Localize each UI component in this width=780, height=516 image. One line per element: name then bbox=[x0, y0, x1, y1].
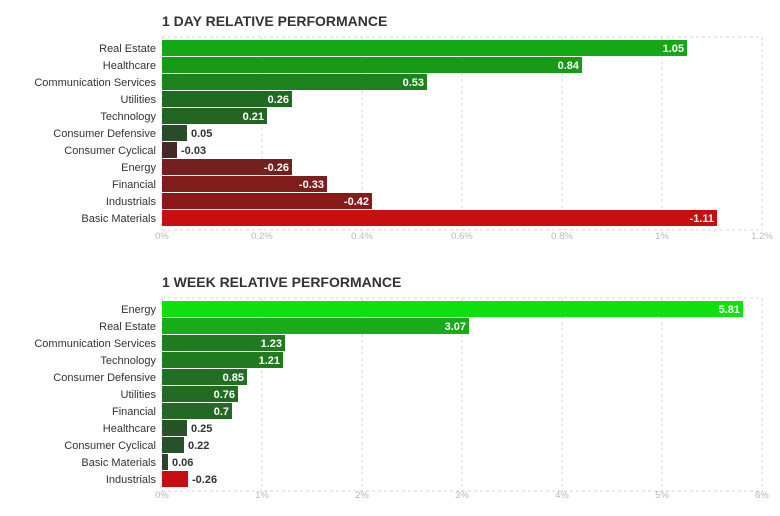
x-tick-label: 0% bbox=[155, 490, 169, 501]
day-bar[interactable] bbox=[162, 142, 177, 158]
week-bar[interactable] bbox=[162, 454, 168, 470]
week-bar[interactable] bbox=[162, 437, 184, 453]
value-label: 0.06 bbox=[172, 457, 193, 469]
value-label: 0.21 bbox=[243, 111, 264, 123]
value-label: -0.26 bbox=[264, 162, 289, 174]
value-label: -0.33 bbox=[299, 179, 324, 191]
x-tick-label: 0.4% bbox=[351, 231, 373, 242]
x-tick-label: 0.6% bbox=[451, 231, 473, 242]
value-label: 5.81 bbox=[719, 304, 740, 316]
x-tick-label: 0.2% bbox=[251, 231, 273, 242]
category-label: Consumer Defensive bbox=[53, 372, 156, 384]
category-label: Energy bbox=[121, 162, 156, 174]
day-bar[interactable] bbox=[162, 40, 687, 56]
x-tick-label: 3% bbox=[455, 490, 469, 501]
category-label: Utilities bbox=[121, 94, 157, 106]
value-label: 0.26 bbox=[268, 94, 289, 106]
category-label: Technology bbox=[100, 355, 156, 367]
value-label: -0.42 bbox=[344, 196, 369, 208]
category-label: Basic Materials bbox=[81, 213, 156, 225]
value-label: 3.07 bbox=[445, 321, 466, 333]
week-bar[interactable] bbox=[162, 301, 743, 317]
week-bar[interactable] bbox=[162, 318, 469, 334]
category-label: Communication Services bbox=[34, 77, 156, 89]
day-bar[interactable] bbox=[162, 57, 582, 73]
day-performance-chart: 0% 0.2% 0.4% 0.6% 0.8% 1% 1.2% Real Estate 1.05 H… bbox=[34, 36, 773, 242]
x-tick-label: 0% bbox=[155, 231, 169, 242]
category-label: Industrials bbox=[106, 474, 157, 486]
x-tick-label: 1.2% bbox=[751, 231, 773, 242]
category-label: Consumer Defensive bbox=[53, 128, 156, 140]
value-label: -0.26 bbox=[192, 474, 217, 486]
day-bar[interactable] bbox=[162, 108, 267, 124]
value-label: -0.03 bbox=[181, 145, 206, 157]
category-label: Real Estate bbox=[99, 321, 156, 333]
day-chart-title: 1 DAY RELATIVE PERFORMANCE bbox=[162, 13, 388, 29]
category-label: Financial bbox=[112, 179, 156, 191]
day-bar[interactable] bbox=[162, 193, 372, 209]
category-label: Consumer Cyclical bbox=[64, 145, 156, 157]
x-tick-label: 0.8% bbox=[551, 231, 573, 242]
category-label: Consumer Cyclical bbox=[64, 440, 156, 452]
x-tick-label: 1% bbox=[655, 231, 669, 242]
value-label: 1.05 bbox=[663, 43, 684, 55]
value-label: -1.11 bbox=[690, 213, 714, 225]
value-label: 1.23 bbox=[261, 338, 282, 350]
value-label: 0.53 bbox=[403, 77, 424, 89]
category-label: Healthcare bbox=[103, 60, 156, 72]
week-bar[interactable] bbox=[162, 386, 238, 402]
week-bar[interactable] bbox=[162, 420, 187, 436]
value-label: 0.22 bbox=[188, 440, 209, 452]
value-label: 0.76 bbox=[214, 389, 235, 401]
week-bar[interactable] bbox=[162, 369, 247, 385]
week-bar[interactable] bbox=[162, 471, 188, 487]
value-label: 0.85 bbox=[223, 372, 244, 384]
week-bar[interactable] bbox=[162, 352, 283, 368]
category-label: Energy bbox=[121, 304, 156, 316]
week-bar[interactable] bbox=[162, 403, 232, 419]
x-tick-label: 1% bbox=[255, 490, 269, 501]
value-label: 0.25 bbox=[191, 423, 212, 435]
category-label: Healthcare bbox=[103, 423, 156, 435]
day-bar[interactable] bbox=[162, 159, 292, 175]
x-tick-label: 5% bbox=[655, 490, 669, 501]
category-label: Utilities bbox=[121, 389, 157, 401]
category-label: Real Estate bbox=[99, 43, 156, 55]
x-tick-label: 6% bbox=[755, 490, 769, 501]
category-label: Technology bbox=[100, 111, 156, 123]
day-bar[interactable] bbox=[162, 74, 427, 90]
day-bar[interactable] bbox=[162, 210, 717, 226]
value-label: 0.05 bbox=[191, 128, 212, 140]
day-bar[interactable] bbox=[162, 91, 292, 107]
category-label: Industrials bbox=[106, 196, 157, 208]
category-label: Basic Materials bbox=[81, 457, 156, 469]
x-tick-label: 2% bbox=[355, 490, 369, 501]
week-bar[interactable] bbox=[162, 335, 285, 351]
day-bar[interactable] bbox=[162, 176, 327, 192]
day-bar[interactable] bbox=[162, 125, 187, 141]
value-label: 0.84 bbox=[558, 60, 580, 72]
value-label: 0.7 bbox=[214, 406, 229, 418]
category-label: Communication Services bbox=[34, 338, 156, 350]
value-label: 1.21 bbox=[259, 355, 280, 367]
x-tick-label: 4% bbox=[555, 490, 569, 501]
week-chart-title: 1 WEEK RELATIVE PERFORMANCE bbox=[162, 274, 402, 290]
category-label: Financial bbox=[112, 406, 156, 418]
